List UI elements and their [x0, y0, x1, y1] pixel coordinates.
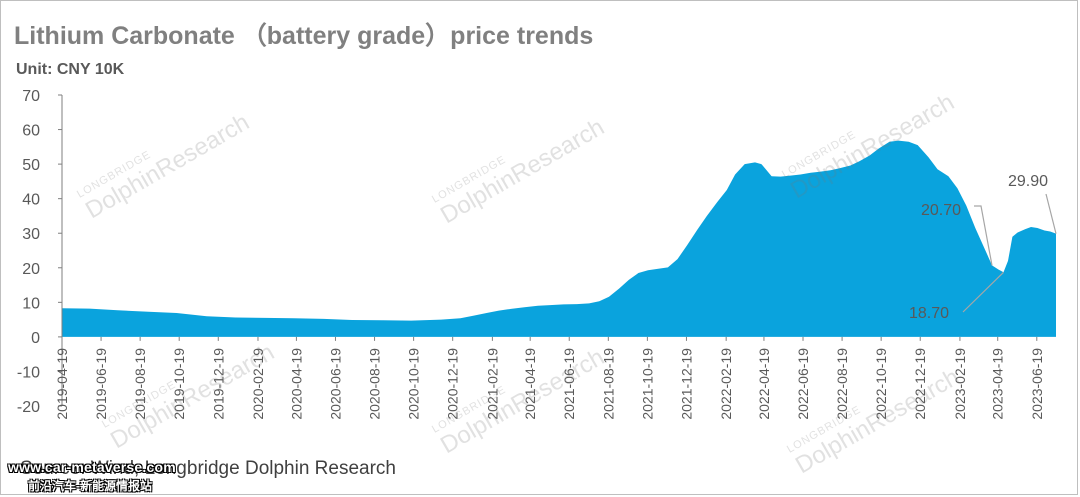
- x-tick-label: 2019-10-19: [171, 348, 187, 420]
- x-tick-label: 2022-10-19: [873, 348, 889, 420]
- x-tick-label: 2022-06-19: [795, 348, 811, 420]
- y-tick-label: 30: [22, 226, 40, 243]
- y-tick-label: 70: [22, 88, 40, 105]
- y-tick-label: 20: [22, 261, 40, 278]
- site-name-watermark: 前沿汽车-新能源情报站: [28, 479, 152, 493]
- annotation-leader: [962, 271, 1004, 313]
- price-area: [62, 140, 1056, 337]
- data-label: 29.90: [1008, 173, 1048, 190]
- chart-title: Lithium Carbonate （battery grade）price t…: [14, 22, 594, 50]
- x-tick-label: 2021-10-19: [639, 348, 655, 420]
- x-tick-label: 2023-06-19: [1029, 348, 1045, 420]
- y-tick-label: 10: [22, 295, 40, 312]
- y-tick-label: -10: [17, 364, 40, 381]
- x-tick-label: 2019-06-19: [93, 348, 109, 420]
- x-tick-label: 2019-12-19: [210, 348, 226, 420]
- y-tick-label: 50: [22, 157, 40, 174]
- x-tick-label: 2020-12-19: [445, 348, 461, 420]
- x-tick-label: 2020-02-19: [250, 348, 266, 420]
- data-label: 18.70: [909, 305, 949, 322]
- unit-label: Unit: CNY 10K: [16, 61, 125, 78]
- x-tick-label: 2021-12-19: [678, 348, 694, 420]
- x-tick-label: 2020-04-19: [288, 348, 304, 420]
- site-url-watermark: www.car-metaverse.com: [8, 459, 176, 475]
- x-tick-label: 2022-04-19: [756, 348, 772, 420]
- x-tick-label: 2021-06-19: [561, 348, 577, 420]
- x-tick-label: 2022-02-19: [718, 348, 734, 420]
- x-tick-label: 2019-08-19: [132, 348, 148, 420]
- x-tick-label: 2021-08-19: [600, 348, 616, 420]
- x-tick-label: 2023-02-19: [952, 348, 968, 420]
- y-tick-label: -20: [17, 399, 40, 416]
- x-tick-label: 2020-08-19: [367, 348, 383, 420]
- annotation-leader: [1045, 193, 1057, 234]
- x-tick-label: 2021-04-19: [522, 348, 538, 420]
- x-tick-label: 2022-08-19: [834, 348, 850, 420]
- y-tick-label: 60: [22, 123, 40, 140]
- x-tick-label: 2019-04-19: [54, 348, 70, 420]
- data-label: 20.70: [921, 202, 961, 219]
- y-tick-label: 0: [31, 330, 40, 347]
- annotation-leader: [974, 205, 993, 266]
- x-tick-label: 2023-04-19: [990, 348, 1006, 420]
- x-tick-label: 2021-02-19: [484, 348, 500, 420]
- x-tick-label: 2022-12-19: [912, 348, 928, 420]
- x-tick-label: 2020-10-19: [406, 348, 422, 420]
- source-note: Source: Wind, Longbridge Dolphin Researc…: [20, 458, 396, 479]
- x-tick-label: 2020-06-19: [327, 348, 343, 420]
- y-tick-label: 40: [22, 192, 40, 209]
